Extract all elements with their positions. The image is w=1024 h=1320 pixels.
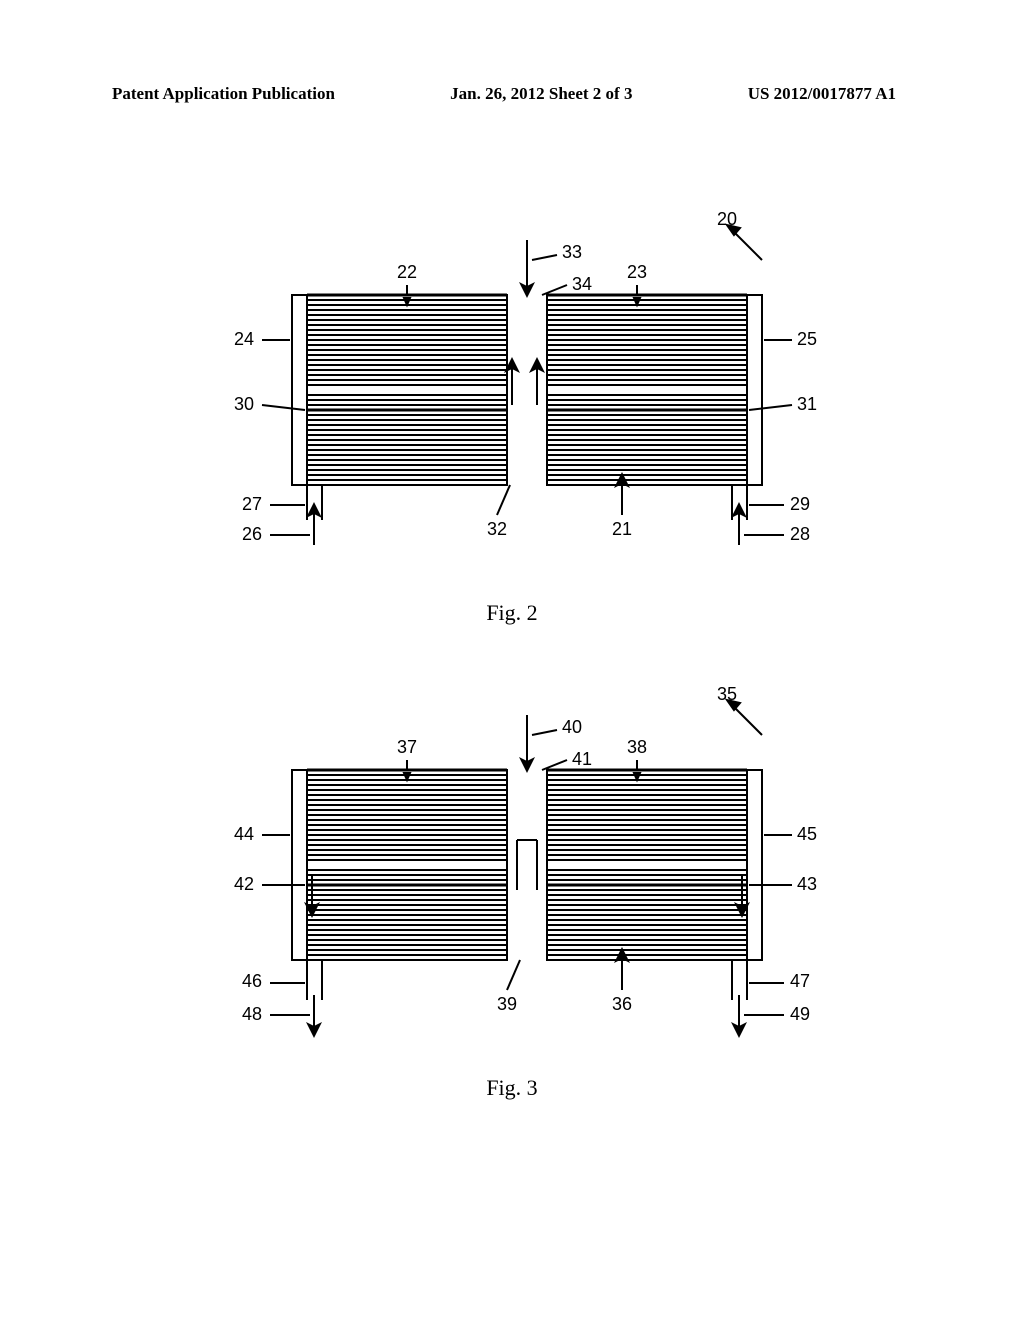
ref-24: 24 xyxy=(234,329,254,349)
ref-35: 35 xyxy=(717,684,737,704)
ref-28: 28 xyxy=(790,524,810,544)
figure-2-caption: Fig. 2 xyxy=(162,600,862,626)
ref-48: 48 xyxy=(242,1004,262,1024)
ref-39: 39 xyxy=(497,994,517,1014)
ref-20: 20 xyxy=(717,209,737,229)
figure-3: 35 37 38 44 45 42 43 46 47 48 49 39 36 4… xyxy=(162,675,862,1101)
header-left: Patent Application Publication xyxy=(112,84,335,104)
ref-40: 40 xyxy=(562,717,582,737)
ref-22: 22 xyxy=(397,262,417,282)
page-header: Patent Application Publication Jan. 26, … xyxy=(0,84,1024,104)
ref-43: 43 xyxy=(797,874,817,894)
header-center: Jan. 26, 2012 Sheet 2 of 3 xyxy=(450,84,632,104)
ref-44: 44 xyxy=(234,824,254,844)
ref-33: 33 xyxy=(562,242,582,262)
ref-23: 23 xyxy=(627,262,647,282)
ref-21: 21 xyxy=(612,519,632,539)
ref-42: 42 xyxy=(234,874,254,894)
ref-37: 37 xyxy=(397,737,417,757)
header-right: US 2012/0017877 A1 xyxy=(748,84,896,104)
ref-26: 26 xyxy=(242,524,262,544)
ref-34: 34 xyxy=(572,274,592,294)
ref-49: 49 xyxy=(790,1004,810,1024)
ref-38: 38 xyxy=(627,737,647,757)
ref-46: 46 xyxy=(242,971,262,991)
ref-31: 31 xyxy=(797,394,817,414)
figure-3-caption: Fig. 3 xyxy=(162,1075,862,1101)
ref-32: 32 xyxy=(487,519,507,539)
ref-41: 41 xyxy=(572,749,592,769)
ref-27: 27 xyxy=(242,494,262,514)
ref-25: 25 xyxy=(797,329,817,349)
ref-36: 36 xyxy=(612,994,632,1014)
ref-30: 30 xyxy=(234,394,254,414)
ref-45: 45 xyxy=(797,824,817,844)
figure-2: 20 22 23 24 25 30 31 27 29 26 28 32 21 3… xyxy=(162,200,862,626)
ref-47: 47 xyxy=(790,971,810,991)
ref-29: 29 xyxy=(790,494,810,514)
